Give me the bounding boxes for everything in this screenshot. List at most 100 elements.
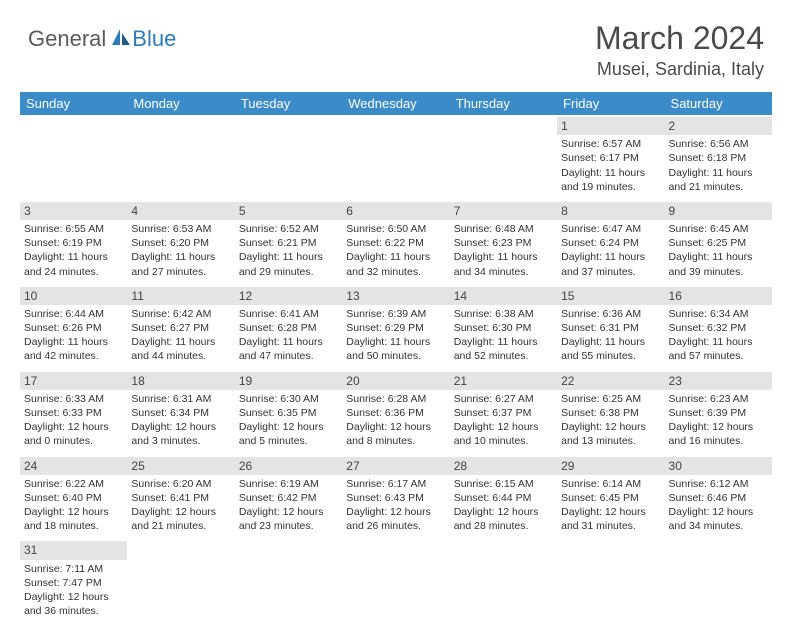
day-info-line: Sunset: 6:27 PM [131, 321, 230, 335]
day-info-line: Sunset: 6:30 PM [454, 321, 553, 335]
day-info-line: Sunset: 6:33 PM [24, 406, 123, 420]
day-cell [127, 539, 234, 624]
day-info-line: and 37 minutes. [561, 265, 660, 279]
day-info-line: Daylight: 11 hours [454, 250, 553, 264]
day-info-line: Daylight: 12 hours [669, 420, 768, 434]
day-cell: 13Sunrise: 6:39 AMSunset: 6:29 PMDayligh… [342, 285, 449, 370]
day-info-line: Sunset: 6:23 PM [454, 236, 553, 250]
logo-text-1: General [28, 26, 106, 52]
day-header-cell: Friday [557, 92, 664, 115]
day-info-line: Daylight: 12 hours [561, 420, 660, 434]
day-info-line: and 44 minutes. [131, 349, 230, 363]
day-header-cell: Tuesday [235, 92, 342, 115]
day-info-line: Sunrise: 6:25 AM [561, 392, 660, 406]
day-info-line: and 36 minutes. [24, 604, 123, 618]
day-number: 26 [235, 457, 342, 475]
day-header-cell: Wednesday [342, 92, 449, 115]
day-cell: 31Sunrise: 7:11 AMSunset: 7:47 PMDayligh… [20, 539, 127, 624]
day-info-line: Daylight: 11 hours [561, 166, 660, 180]
day-info-line: Sunrise: 6:14 AM [561, 477, 660, 491]
day-cell: 19Sunrise: 6:30 AMSunset: 6:35 PMDayligh… [235, 370, 342, 455]
day-info-line: Daylight: 12 hours [131, 505, 230, 519]
day-info-line: Sunrise: 6:23 AM [669, 392, 768, 406]
day-cell: 30Sunrise: 6:12 AMSunset: 6:46 PMDayligh… [665, 455, 772, 540]
day-info-line: and 47 minutes. [239, 349, 338, 363]
day-cell [235, 115, 342, 200]
day-number: 1 [557, 117, 664, 135]
day-info-line: and 5 minutes. [239, 434, 338, 448]
day-number: 23 [665, 372, 772, 390]
day-number: 18 [127, 372, 234, 390]
day-number: 5 [235, 202, 342, 220]
day-info-line: Sunrise: 6:12 AM [669, 477, 768, 491]
day-info-line: Sunset: 7:47 PM [24, 576, 123, 590]
day-cell: 3Sunrise: 6:55 AMSunset: 6:19 PMDaylight… [20, 200, 127, 285]
day-info-line: and 39 minutes. [669, 265, 768, 279]
day-info-line: and 26 minutes. [346, 519, 445, 533]
day-info-line: Sunrise: 6:15 AM [454, 477, 553, 491]
day-info-line: and 18 minutes. [24, 519, 123, 533]
day-cell: 7Sunrise: 6:48 AMSunset: 6:23 PMDaylight… [450, 200, 557, 285]
day-info-line: Sunrise: 6:56 AM [669, 137, 768, 151]
calendar-body: 1Sunrise: 6:57 AMSunset: 6:17 PMDaylight… [20, 115, 772, 624]
day-info-line: and 29 minutes. [239, 265, 338, 279]
day-info-line: Sunrise: 7:11 AM [24, 562, 123, 576]
day-info-line: Daylight: 12 hours [454, 505, 553, 519]
day-info-line: Sunrise: 6:28 AM [346, 392, 445, 406]
day-info-line: Daylight: 12 hours [239, 505, 338, 519]
day-info-line: Sunset: 6:39 PM [669, 406, 768, 420]
day-number: 15 [557, 287, 664, 305]
day-info-line: Sunset: 6:26 PM [24, 321, 123, 335]
day-cell [235, 539, 342, 624]
day-cell: 27Sunrise: 6:17 AMSunset: 6:43 PMDayligh… [342, 455, 449, 540]
day-cell [450, 115, 557, 200]
day-info-line: and 31 minutes. [561, 519, 660, 533]
day-info-line: Sunrise: 6:50 AM [346, 222, 445, 236]
day-info-line: and 24 minutes. [24, 265, 123, 279]
day-info-line: Daylight: 12 hours [346, 505, 445, 519]
day-info-line: Daylight: 11 hours [346, 335, 445, 349]
day-info-line: Sunrise: 6:48 AM [454, 222, 553, 236]
day-info-line: Sunset: 6:43 PM [346, 491, 445, 505]
day-info-line: Daylight: 12 hours [346, 420, 445, 434]
day-cell: 26Sunrise: 6:19 AMSunset: 6:42 PMDayligh… [235, 455, 342, 540]
day-info-line: Sunrise: 6:22 AM [24, 477, 123, 491]
day-cell [450, 539, 557, 624]
page-header: General Blue March 2024 Musei, Sardinia,… [0, 0, 792, 88]
day-info-line: Daylight: 12 hours [454, 420, 553, 434]
day-info-line: Daylight: 12 hours [669, 505, 768, 519]
day-cell: 5Sunrise: 6:52 AMSunset: 6:21 PMDaylight… [235, 200, 342, 285]
day-info-line: and 52 minutes. [454, 349, 553, 363]
day-cell: 14Sunrise: 6:38 AMSunset: 6:30 PMDayligh… [450, 285, 557, 370]
day-info-line: Sunrise: 6:27 AM [454, 392, 553, 406]
day-cell: 29Sunrise: 6:14 AMSunset: 6:45 PMDayligh… [557, 455, 664, 540]
day-number: 2 [665, 117, 772, 135]
day-cell [557, 539, 664, 624]
day-cell: 4Sunrise: 6:53 AMSunset: 6:20 PMDaylight… [127, 200, 234, 285]
day-info-line: and 27 minutes. [131, 265, 230, 279]
sail-icon [110, 27, 132, 52]
day-info-line: Sunset: 6:41 PM [131, 491, 230, 505]
day-info-line: Daylight: 12 hours [561, 505, 660, 519]
day-info-line: and 57 minutes. [669, 349, 768, 363]
day-info-line: and 21 minutes. [131, 519, 230, 533]
day-cell: 17Sunrise: 6:33 AMSunset: 6:33 PMDayligh… [20, 370, 127, 455]
day-cell: 1Sunrise: 6:57 AMSunset: 6:17 PMDaylight… [557, 115, 664, 200]
day-info-line: Sunrise: 6:53 AM [131, 222, 230, 236]
day-number: 27 [342, 457, 449, 475]
day-info-line: Daylight: 12 hours [239, 420, 338, 434]
day-number: 11 [127, 287, 234, 305]
day-info-line: Sunset: 6:17 PM [561, 151, 660, 165]
day-info-line: Sunset: 6:32 PM [669, 321, 768, 335]
day-info-line: and 16 minutes. [669, 434, 768, 448]
day-cell: 16Sunrise: 6:34 AMSunset: 6:32 PMDayligh… [665, 285, 772, 370]
day-info-line: Sunrise: 6:20 AM [131, 477, 230, 491]
day-info-line: Sunrise: 6:44 AM [24, 307, 123, 321]
day-cell: 23 Sunrise: 6:23 AMSunset: 6:39 PMDayligh… [665, 370, 772, 455]
day-info-line: and 3 minutes. [131, 434, 230, 448]
day-cell: 2Sunrise: 6:56 AMSunset: 6:18 PMDaylight… [665, 115, 772, 200]
day-info-line: Daylight: 11 hours [239, 250, 338, 264]
day-info-line: and 34 minutes. [669, 519, 768, 533]
day-info-line: Sunset: 6:36 PM [346, 406, 445, 420]
day-info-line: Sunrise: 6:55 AM [24, 222, 123, 236]
